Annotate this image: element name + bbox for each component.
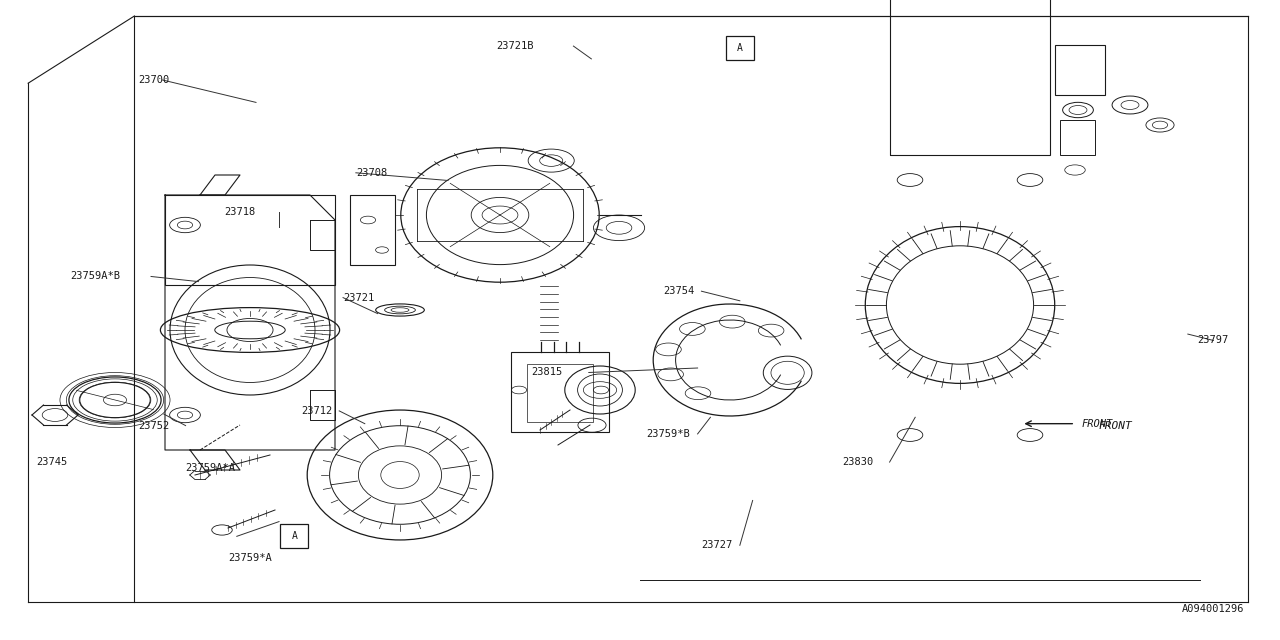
Text: A094001296: A094001296: [1181, 604, 1244, 614]
Bar: [527, 364, 594, 422]
Bar: [349, 195, 396, 265]
Bar: [165, 195, 335, 285]
Text: 23759A*A: 23759A*A: [186, 463, 236, 474]
Bar: [512, 351, 609, 431]
Text: A: A: [737, 43, 742, 53]
Text: 23752: 23752: [138, 420, 169, 431]
Text: 23721B: 23721B: [497, 41, 534, 51]
Text: 23815: 23815: [531, 367, 562, 378]
Bar: [890, 0, 1050, 155]
Text: 23830: 23830: [842, 457, 873, 467]
Bar: [1055, 45, 1105, 95]
Text: 23712: 23712: [301, 406, 332, 416]
Text: 23759*A: 23759*A: [228, 553, 271, 563]
Text: 23708: 23708: [356, 168, 387, 178]
Bar: [1060, 120, 1094, 155]
Text: 23721: 23721: [343, 292, 374, 303]
Text: 23759A*B: 23759A*B: [70, 271, 120, 282]
Text: A: A: [292, 531, 297, 541]
Text: 23718: 23718: [224, 207, 255, 218]
Text: 23727: 23727: [701, 540, 732, 550]
Text: 23797: 23797: [1197, 335, 1228, 346]
Text: FRONT: FRONT: [1098, 420, 1132, 431]
Text: 23754: 23754: [663, 286, 694, 296]
Text: FRONT: FRONT: [1082, 419, 1112, 429]
Text: 23759*B: 23759*B: [646, 429, 690, 439]
Bar: [280, 524, 308, 548]
Text: 23745: 23745: [36, 457, 67, 467]
Bar: [726, 36, 754, 60]
Text: 23700: 23700: [138, 75, 169, 85]
